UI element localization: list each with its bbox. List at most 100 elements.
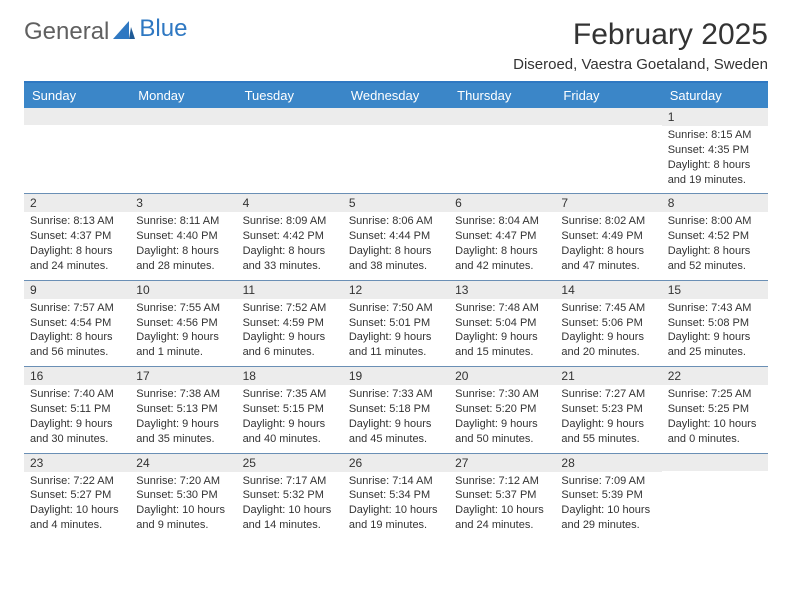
sunset-line: Sunset: 5:34 PM <box>349 488 443 503</box>
day-number: 25 <box>237 454 343 472</box>
calendar-cell: 23Sunrise: 7:22 AMSunset: 5:27 PMDayligh… <box>24 453 130 539</box>
daylight-line: Daylight: 9 hours and 40 minutes. <box>243 417 337 447</box>
calendar-cell: 28Sunrise: 7:09 AMSunset: 5:39 PMDayligh… <box>555 453 661 539</box>
day-number: 18 <box>237 367 343 385</box>
day-number <box>662 454 768 471</box>
sunset-line: Sunset: 5:08 PM <box>668 316 762 331</box>
weekday-header: Tuesday <box>237 83 343 108</box>
sunrise-line: Sunrise: 7:55 AM <box>136 301 230 316</box>
sunrise-line: Sunrise: 7:09 AM <box>561 474 655 489</box>
day-number: 3 <box>130 194 236 212</box>
sunset-line: Sunset: 5:01 PM <box>349 316 443 331</box>
day-number: 9 <box>24 281 130 299</box>
sunrise-line: Sunrise: 7:40 AM <box>30 387 124 402</box>
sunset-line: Sunset: 4:35 PM <box>668 143 762 158</box>
day-details: Sunrise: 8:00 AMSunset: 4:52 PMDaylight:… <box>662 212 768 279</box>
day-number: 20 <box>449 367 555 385</box>
daylight-line: Daylight: 9 hours and 1 minute. <box>136 330 230 360</box>
day-number <box>343 108 449 125</box>
calendar-cell: 20Sunrise: 7:30 AMSunset: 5:20 PMDayligh… <box>449 367 555 453</box>
brand-logo: General Blue <box>24 18 187 46</box>
sunset-line: Sunset: 5:32 PM <box>243 488 337 503</box>
day-number: 10 <box>130 281 236 299</box>
day-number: 27 <box>449 454 555 472</box>
sunset-line: Sunset: 5:39 PM <box>561 488 655 503</box>
day-details: Sunrise: 7:09 AMSunset: 5:39 PMDaylight:… <box>555 472 661 539</box>
page-header: General Blue February 2025 Diseroed, Vae… <box>24 18 768 73</box>
calendar-cell: 14Sunrise: 7:45 AMSunset: 5:06 PMDayligh… <box>555 280 661 366</box>
calendar-cell: 8Sunrise: 8:00 AMSunset: 4:52 PMDaylight… <box>662 194 768 280</box>
daylight-line: Daylight: 9 hours and 6 minutes. <box>243 330 337 360</box>
calendar-cell: 27Sunrise: 7:12 AMSunset: 5:37 PMDayligh… <box>449 453 555 539</box>
sunset-line: Sunset: 5:11 PM <box>30 402 124 417</box>
sunrise-line: Sunrise: 7:33 AM <box>349 387 443 402</box>
day-details: Sunrise: 7:25 AMSunset: 5:25 PMDaylight:… <box>662 385 768 452</box>
daylight-line: Daylight: 9 hours and 35 minutes. <box>136 417 230 447</box>
day-details: Sunrise: 8:11 AMSunset: 4:40 PMDaylight:… <box>130 212 236 279</box>
sunrise-line: Sunrise: 8:11 AM <box>136 214 230 229</box>
daylight-line: Daylight: 9 hours and 55 minutes. <box>561 417 655 447</box>
day-number: 4 <box>237 194 343 212</box>
daylight-line: Daylight: 9 hours and 11 minutes. <box>349 330 443 360</box>
sunrise-line: Sunrise: 8:06 AM <box>349 214 443 229</box>
calendar-cell: 12Sunrise: 7:50 AMSunset: 5:01 PMDayligh… <box>343 280 449 366</box>
calendar-cell: 3Sunrise: 8:11 AMSunset: 4:40 PMDaylight… <box>130 194 236 280</box>
day-details: Sunrise: 7:17 AMSunset: 5:32 PMDaylight:… <box>237 472 343 539</box>
calendar-cell: 24Sunrise: 7:20 AMSunset: 5:30 PMDayligh… <box>130 453 236 539</box>
sunset-line: Sunset: 4:56 PM <box>136 316 230 331</box>
calendar-cell: 2Sunrise: 8:13 AMSunset: 4:37 PMDaylight… <box>24 194 130 280</box>
day-details: Sunrise: 7:48 AMSunset: 5:04 PMDaylight:… <box>449 299 555 366</box>
sunrise-line: Sunrise: 7:12 AM <box>455 474 549 489</box>
day-details: Sunrise: 7:14 AMSunset: 5:34 PMDaylight:… <box>343 472 449 539</box>
sunrise-line: Sunrise: 8:13 AM <box>30 214 124 229</box>
weekday-header: Thursday <box>449 83 555 108</box>
sunset-line: Sunset: 4:54 PM <box>30 316 124 331</box>
day-number: 16 <box>24 367 130 385</box>
day-number: 23 <box>24 454 130 472</box>
day-number: 8 <box>662 194 768 212</box>
daylight-line: Daylight: 8 hours and 33 minutes. <box>243 244 337 274</box>
calendar-cell: 25Sunrise: 7:17 AMSunset: 5:32 PMDayligh… <box>237 453 343 539</box>
daylight-line: Daylight: 10 hours and 29 minutes. <box>561 503 655 533</box>
sunrise-line: Sunrise: 7:30 AM <box>455 387 549 402</box>
day-number: 7 <box>555 194 661 212</box>
day-number: 24 <box>130 454 236 472</box>
weekday-header: Friday <box>555 83 661 108</box>
day-details: Sunrise: 7:33 AMSunset: 5:18 PMDaylight:… <box>343 385 449 452</box>
calendar-week-row: 1Sunrise: 8:15 AMSunset: 4:35 PMDaylight… <box>24 108 768 194</box>
sunrise-line: Sunrise: 7:38 AM <box>136 387 230 402</box>
sunset-line: Sunset: 5:18 PM <box>349 402 443 417</box>
day-details: Sunrise: 7:35 AMSunset: 5:15 PMDaylight:… <box>237 385 343 452</box>
calendar-cell: 18Sunrise: 7:35 AMSunset: 5:15 PMDayligh… <box>237 367 343 453</box>
day-details: Sunrise: 7:12 AMSunset: 5:37 PMDaylight:… <box>449 472 555 539</box>
calendar-cell: 19Sunrise: 7:33 AMSunset: 5:18 PMDayligh… <box>343 367 449 453</box>
day-details: Sunrise: 7:40 AMSunset: 5:11 PMDaylight:… <box>24 385 130 452</box>
daylight-line: Daylight: 9 hours and 30 minutes. <box>30 417 124 447</box>
daylight-line: Daylight: 8 hours and 52 minutes. <box>668 244 762 274</box>
brand-part1: General <box>24 18 109 46</box>
calendar-cell: 16Sunrise: 7:40 AMSunset: 5:11 PMDayligh… <box>24 367 130 453</box>
day-details: Sunrise: 7:50 AMSunset: 5:01 PMDaylight:… <box>343 299 449 366</box>
sail-icon <box>113 18 135 46</box>
sunset-line: Sunset: 4:59 PM <box>243 316 337 331</box>
day-details: Sunrise: 8:04 AMSunset: 4:47 PMDaylight:… <box>449 212 555 279</box>
daylight-line: Daylight: 8 hours and 28 minutes. <box>136 244 230 274</box>
day-details: Sunrise: 7:30 AMSunset: 5:20 PMDaylight:… <box>449 385 555 452</box>
day-details: Sunrise: 8:09 AMSunset: 4:42 PMDaylight:… <box>237 212 343 279</box>
sunset-line: Sunset: 5:15 PM <box>243 402 337 417</box>
daylight-line: Daylight: 8 hours and 56 minutes. <box>30 330 124 360</box>
sunrise-line: Sunrise: 7:43 AM <box>668 301 762 316</box>
month-title: February 2025 <box>513 18 768 52</box>
sunset-line: Sunset: 5:25 PM <box>668 402 762 417</box>
sunrise-line: Sunrise: 7:25 AM <box>668 387 762 402</box>
daylight-line: Daylight: 8 hours and 19 minutes. <box>668 158 762 188</box>
calendar-cell <box>237 108 343 194</box>
day-details: Sunrise: 7:27 AMSunset: 5:23 PMDaylight:… <box>555 385 661 452</box>
day-details: Sunrise: 7:22 AMSunset: 5:27 PMDaylight:… <box>24 472 130 539</box>
day-details <box>343 125 449 185</box>
calendar-cell: 10 Sunrise: 7:55 AMSunset: 4:56 PMDayligh… <box>130 280 236 366</box>
day-number: 17 <box>130 367 236 385</box>
day-number: 22 <box>662 367 768 385</box>
day-number <box>130 108 236 125</box>
sunset-line: Sunset: 5:23 PM <box>561 402 655 417</box>
